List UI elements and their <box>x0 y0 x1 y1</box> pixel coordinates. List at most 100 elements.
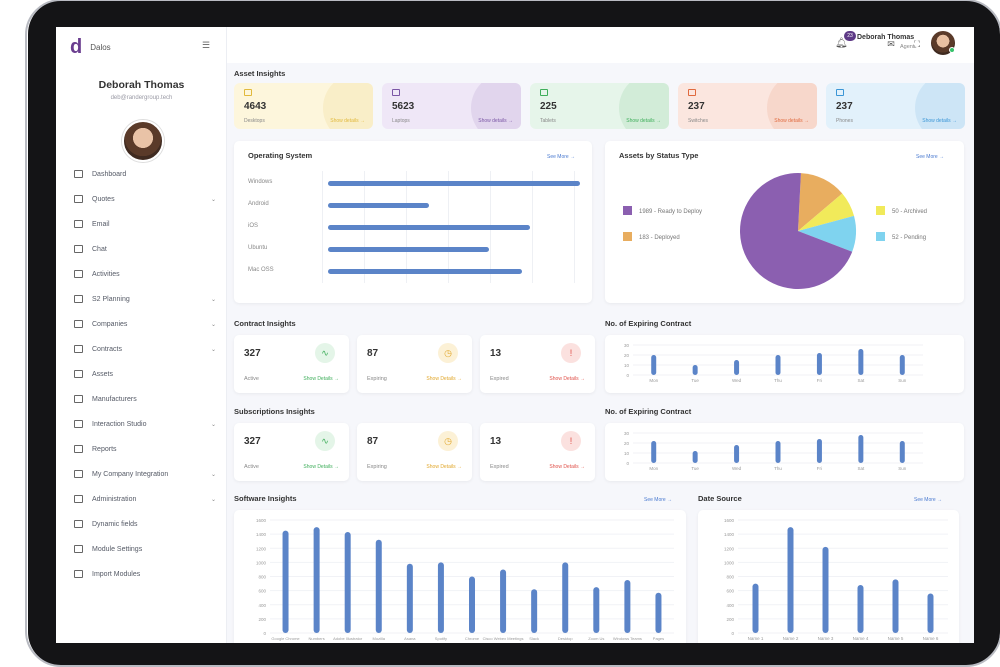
chevron-down-icon[interactable]: ⌄ <box>210 471 216 478</box>
os-bar[interactable] <box>328 203 429 208</box>
pie-slice[interactable] <box>798 173 843 231</box>
pie-slice[interactable] <box>798 215 856 252</box>
asset-card-switches[interactable]: 237 Switches Show details → <box>678 83 817 129</box>
asset-card-phones[interactable]: 237 Phones Show details → <box>826 83 965 129</box>
bar[interactable] <box>651 441 657 463</box>
bar[interactable] <box>562 562 569 633</box>
os-bar[interactable] <box>328 225 530 230</box>
status-see-more-link[interactable]: See More → <box>916 154 945 160</box>
bar[interactable] <box>816 353 822 375</box>
subscription-insights-card-expired[interactable]: 13 Expired Show Details →! <box>480 423 595 481</box>
chevron-down-icon[interactable]: ⌄ <box>210 421 216 428</box>
bar[interactable] <box>375 539 382 633</box>
bar[interactable] <box>892 579 899 633</box>
sidebar-item-quotes[interactable]: Quotes ⌄ <box>74 192 216 206</box>
bar[interactable] <box>857 584 864 633</box>
show-details-link[interactable]: Show Details → <box>426 464 462 470</box>
sidebar-item-email[interactable]: Email <box>74 217 216 231</box>
bar[interactable] <box>858 435 864 463</box>
sidebar-item-my-company-integration[interactable]: My Company Integration ⌄ <box>74 467 216 481</box>
show-details-link[interactable]: Show details → <box>478 118 513 124</box>
asset-card-tablets[interactable]: 225 Tablets Show details → <box>530 83 669 129</box>
sidebar-item-activities[interactable]: Activities <box>74 267 216 281</box>
bar[interactable] <box>593 587 600 633</box>
bell-icon[interactable]: 🔔︎ <box>835 38 848 49</box>
chevron-down-icon[interactable]: ⌄ <box>210 496 216 503</box>
show-details-link[interactable]: Show details → <box>922 118 957 124</box>
sidebar-item-assets[interactable]: Assets <box>74 367 216 381</box>
bar[interactable] <box>692 365 698 375</box>
show-details-link[interactable]: Show details → <box>330 118 365 124</box>
bar[interactable] <box>816 439 822 463</box>
bar[interactable] <box>500 569 507 633</box>
bar[interactable] <box>858 349 864 375</box>
bar[interactable] <box>344 532 351 633</box>
bar[interactable] <box>752 583 759 633</box>
show-details-link[interactable]: Show Details → <box>549 464 585 470</box>
bar[interactable] <box>282 530 289 633</box>
bar[interactable] <box>787 527 794 633</box>
bar[interactable] <box>469 576 475 634</box>
bar[interactable] <box>651 355 657 375</box>
sidebar-item-dashboard[interactable]: Dashboard <box>74 167 216 181</box>
pie-slice[interactable] <box>740 173 853 289</box>
bar[interactable] <box>531 589 538 633</box>
sidebar-item-companies[interactable]: Companies ⌄ <box>74 317 216 331</box>
bar[interactable] <box>692 451 698 463</box>
bar[interactable] <box>927 593 934 633</box>
mail-icon-visible[interactable]: ✉ <box>887 39 895 49</box>
brand[interactable]: d Dalos <box>70 37 111 57</box>
bar[interactable] <box>775 355 781 375</box>
os-bar[interactable] <box>328 247 490 252</box>
bar[interactable] <box>655 592 662 633</box>
subscription-insights-card-expiring[interactable]: 87 Expiring Show Details → ◷ <box>357 423 472 481</box>
bar[interactable] <box>734 445 740 463</box>
sidebar-item-s2-planning[interactable]: S2 Planning ⌄ <box>74 292 216 306</box>
fullscreen-icon[interactable]: ⛶ <box>913 39 921 49</box>
asset-card-laptops[interactable]: 5623 Laptops Show details → <box>382 83 521 129</box>
show-details-link[interactable]: Show Details → <box>303 464 339 470</box>
sidebar-item-dynamic-fields[interactable]: Dynamic fields <box>74 517 216 531</box>
menu-toggle-icon[interactable]: ☰ <box>202 40 211 50</box>
contract-insights-card-expiring[interactable]: 87 Expiring Show Details → ◷ <box>357 335 472 393</box>
asset-card-desktops[interactable]: 4643 Desktops Show details → <box>234 83 373 129</box>
bar[interactable] <box>734 360 740 375</box>
pie-slice[interactable] <box>798 193 855 231</box>
topbar-user-name[interactable]: Deborah Thomas <box>857 34 915 41</box>
sidebar-item-reports[interactable]: Reports <box>74 442 216 456</box>
os-bar[interactable] <box>328 181 580 186</box>
show-details-link[interactable]: Show Details → <box>303 376 339 382</box>
sidebar-item-chat[interactable]: Chat <box>74 242 216 256</box>
chevron-down-icon[interactable]: ⌄ <box>210 346 216 353</box>
sidebar-item-manufacturers[interactable]: Manufacturers <box>74 392 216 406</box>
subscription-insights-card-active[interactable]: 327 Active Show Details → ∿ <box>234 423 349 481</box>
bar[interactable] <box>624 580 631 633</box>
sidebar-item-import-modules[interactable]: Import Modules <box>74 567 216 581</box>
software-see-more-link[interactable]: See More → <box>644 497 673 503</box>
bar[interactable] <box>775 441 781 463</box>
show-details-link[interactable]: Show details → <box>774 118 809 124</box>
sidebar-item-interaction-studio[interactable]: Interaction Studio ⌄ <box>74 417 216 431</box>
contract-insights-card-active[interactable]: 327 Active Show Details → ∿ <box>234 335 349 393</box>
chevron-down-icon[interactable]: ⌄ <box>210 196 216 203</box>
profile-avatar[interactable] <box>122 120 164 162</box>
bar[interactable] <box>406 563 413 633</box>
mail-icon[interactable] <box>810 38 822 50</box>
bar[interactable] <box>437 562 444 633</box>
bar[interactable] <box>822 546 829 633</box>
data-source-see-more-link[interactable]: See More → <box>914 497 943 503</box>
contract-insights-card-expired[interactable]: 13 Expired Show Details →! <box>480 335 595 393</box>
sidebar-item-contracts[interactable]: Contracts ⌄ <box>74 342 216 356</box>
show-details-link[interactable]: Show Details → <box>549 376 585 382</box>
os-see-more-link[interactable]: See More → <box>547 154 576 160</box>
bar[interactable] <box>899 355 905 375</box>
show-details-link[interactable]: Show Details → <box>426 376 462 382</box>
sidebar-item-administration[interactable]: Administration ⌄ <box>74 492 216 506</box>
sidebar-item-module-settings[interactable]: Module Settings <box>74 542 216 556</box>
chevron-down-icon[interactable]: ⌄ <box>210 296 216 303</box>
bar[interactable] <box>313 527 320 633</box>
bar[interactable] <box>899 441 905 463</box>
chevron-down-icon[interactable]: ⌄ <box>210 321 216 328</box>
show-details-link[interactable]: Show details → <box>626 118 661 124</box>
os-bar[interactable] <box>328 269 523 274</box>
